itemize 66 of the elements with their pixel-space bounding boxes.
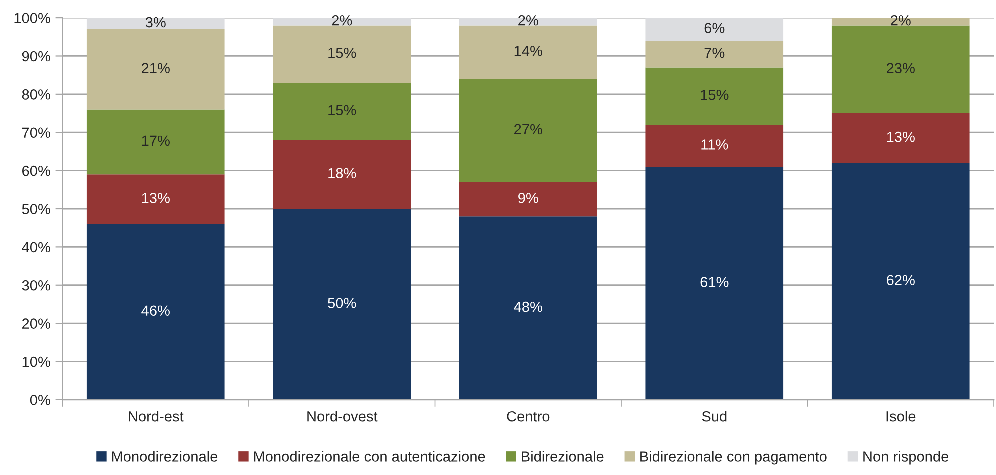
data-label: 3%	[146, 17, 166, 28]
x-tick-label: Isole	[886, 411, 916, 422]
bar	[273, 209, 412, 400]
bar	[459, 182, 598, 217]
bar	[646, 40, 784, 68]
data-label: 2%	[891, 15, 911, 26]
y-tick-label: 0%	[30, 395, 50, 406]
y-tick-label: 70%	[22, 128, 50, 138]
legend-label: Bidirezionale con pagamento	[640, 451, 827, 465]
y-tick-label: 80%	[22, 90, 50, 100]
y-tick-label: 20%	[22, 318, 50, 329]
data-label: 18%	[328, 168, 356, 179]
bar	[646, 166, 784, 400]
bar	[646, 124, 784, 167]
x-tick-label: Nord-ovest	[308, 411, 378, 422]
data-label: 2%	[518, 15, 538, 26]
x-tick-label: Centro	[507, 411, 550, 422]
data-label: 2%	[332, 15, 352, 26]
bar	[459, 26, 598, 80]
data-label: 27%	[514, 124, 542, 135]
bar	[86, 18, 225, 30]
bar	[646, 18, 784, 41]
data-label: 15%	[328, 105, 356, 116]
y-tick-label: 30%	[22, 280, 50, 291]
bar	[273, 26, 412, 83]
y-tick-label: 100%	[14, 13, 50, 24]
bar	[646, 68, 784, 125]
bar	[832, 26, 970, 114]
bar	[832, 114, 970, 164]
data-label: 61%	[700, 277, 729, 288]
y-tick-label: 40%	[22, 242, 50, 253]
legend-label: Non risponde	[864, 451, 949, 465]
y-tick-label: 50%	[22, 204, 50, 214]
legend-label: Bidirezionale	[522, 451, 604, 462]
bar	[86, 174, 225, 224]
data-label: 7%	[704, 48, 725, 58]
data-label: 9%	[518, 193, 538, 204]
y-tick-label: 90%	[22, 51, 50, 62]
bar	[86, 30, 225, 110]
bar	[459, 79, 598, 182]
data-label: 62%	[887, 275, 915, 286]
data-label: 13%	[142, 193, 170, 204]
bar	[86, 224, 225, 400]
y-tick-label: 10%	[22, 356, 50, 368]
bar	[273, 82, 412, 140]
data-label: 17%	[142, 136, 170, 146]
data-label: 6%	[704, 23, 725, 34]
data-label: 14%	[514, 46, 542, 56]
legend-label: Monodirezionale	[112, 451, 218, 462]
legend-label: Monodirezionale con autenticazione	[254, 451, 486, 462]
bar	[273, 140, 412, 209]
data-label: 46%	[142, 306, 170, 316]
bar	[86, 110, 225, 175]
x-tick-label: Sud	[702, 411, 727, 422]
x-tick-label: Nord-est	[129, 411, 184, 422]
data-label: 13%	[887, 132, 915, 142]
y-tick-label: 60%	[22, 166, 50, 176]
bar	[832, 163, 970, 400]
data-label: 21%	[142, 63, 170, 74]
data-label: 48%	[514, 302, 542, 312]
bar	[459, 216, 598, 400]
data-label: 15%	[328, 48, 356, 58]
data-label: 50%	[328, 298, 356, 308]
data-label: 23%	[887, 63, 915, 74]
data-label: 11%	[702, 140, 728, 150]
data-label: 15%	[701, 90, 729, 100]
